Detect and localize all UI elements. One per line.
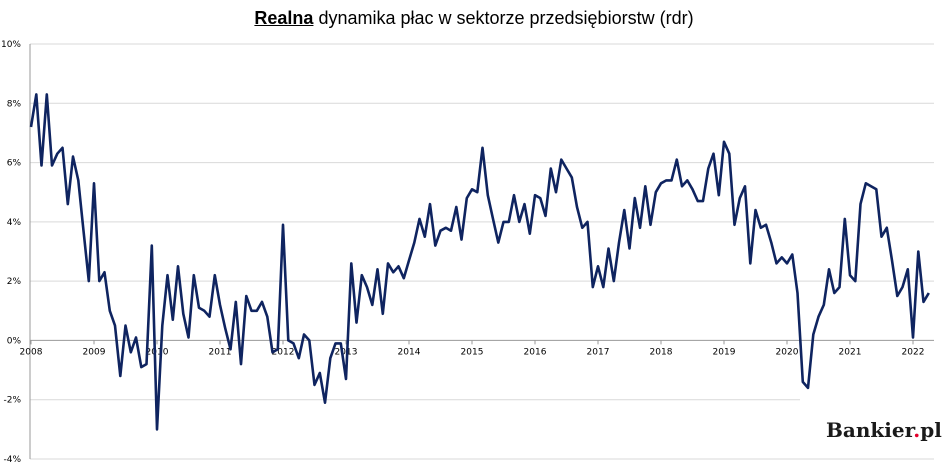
axes <box>29 44 934 459</box>
grid-lines <box>30 43 934 460</box>
x-tick-label: 2009 <box>83 347 106 357</box>
y-tick-label: 2% <box>7 277 22 287</box>
series <box>29 93 930 431</box>
bankier-logo: Bankier.pl <box>826 418 942 442</box>
x-tick-label: 2018 <box>650 347 673 357</box>
chart-title: Realna dynamika płac w sektorze przedsię… <box>0 8 948 29</box>
x-tick-label: 2021 <box>839 347 862 357</box>
y-tick-label: 6% <box>7 159 22 169</box>
y-tick-label: 0% <box>7 336 22 346</box>
x-tick-label: 2011 <box>209 347 232 357</box>
logo-dot: . <box>913 418 921 442</box>
y-tick-label: 8% <box>7 99 22 109</box>
series-line <box>29 93 930 431</box>
x-tick-label: 2020 <box>776 347 799 357</box>
x-tick-label: 2017 <box>587 347 610 357</box>
y-tick-label: 10% <box>1 40 21 50</box>
y-tick-label: 4% <box>7 218 22 228</box>
x-tick-label: 2014 <box>398 347 421 357</box>
chart-title-rest: dynamika płac w sektorze przedsiębiorstw… <box>313 8 694 28</box>
x-tick-labels: 2008 2009 2010 2011 2012 2013 2014 2015 2016 2017… <box>20 347 925 357</box>
logo-name: Bankier <box>826 418 914 442</box>
x-tick-label: 2015 <box>461 347 484 357</box>
x-tick-label: 2022 <box>902 347 925 357</box>
x-tick-label: 2012 <box>272 347 295 357</box>
y-tick-label: -4% <box>3 455 21 465</box>
y-tick-label: -2% <box>3 396 21 406</box>
x-tick-label: 2008 <box>20 347 43 357</box>
x-tick-label: 2019 <box>713 347 736 357</box>
y-tick-labels: -4% -2% 0% 2% 4% 6% 8% 10% <box>1 40 21 465</box>
x-tick-label: 2010 <box>146 347 169 357</box>
x-tick-label: 2016 <box>524 347 547 357</box>
chart-title-underlined: Realna <box>254 8 314 28</box>
logo-tld: pl <box>920 418 942 442</box>
